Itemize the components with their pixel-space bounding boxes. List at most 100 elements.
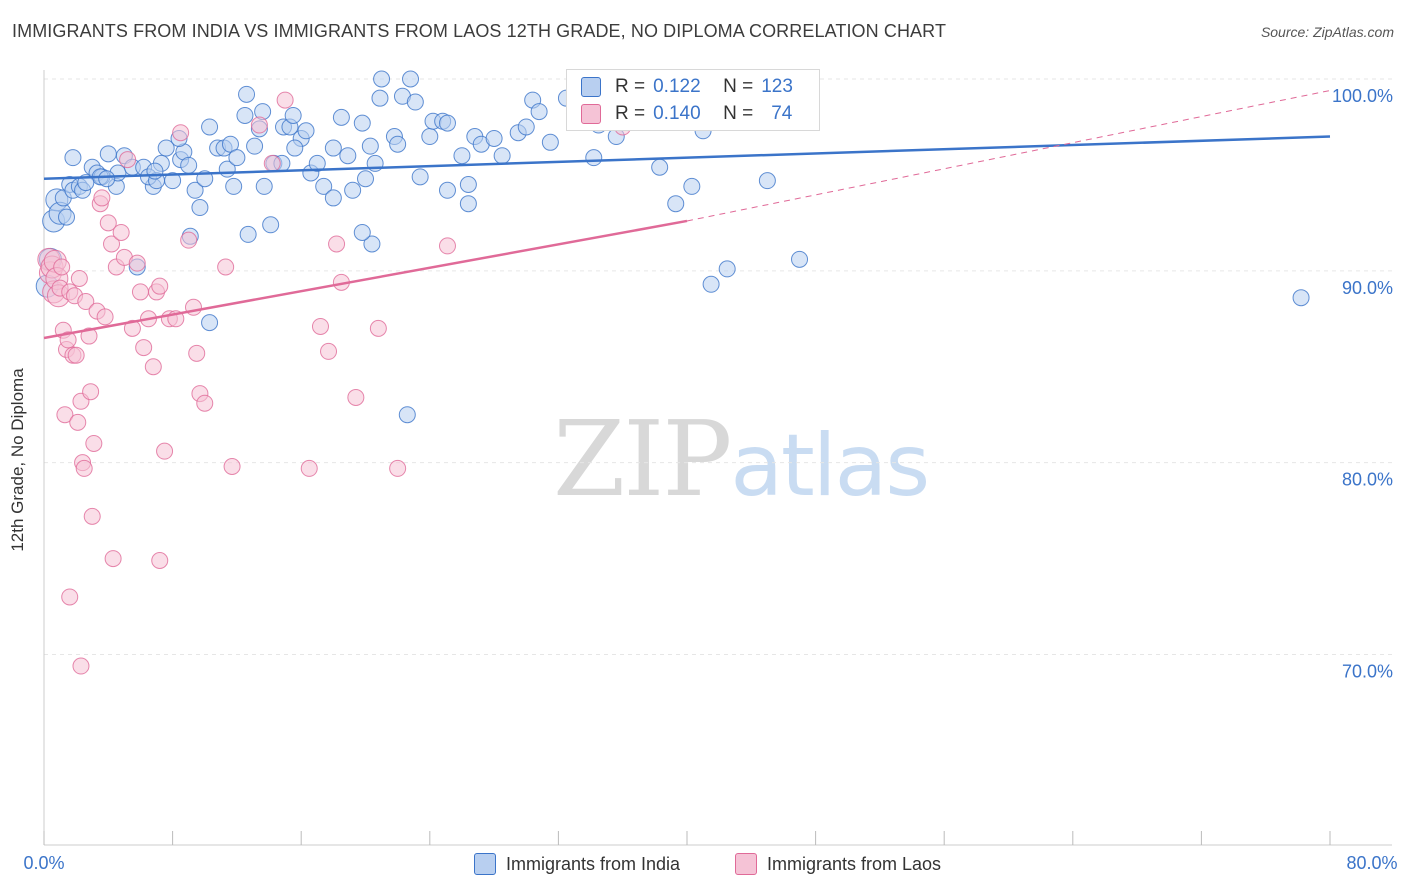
laos-point	[369, 319, 387, 337]
x-tick-label: 80.0%	[1346, 853, 1397, 873]
watermark-atlas: atlas	[730, 416, 930, 516]
laos-point	[180, 231, 198, 249]
y-tick-label: 80.0%	[1342, 470, 1393, 490]
legend-india-n-label: N =	[723, 76, 754, 97]
laos-point	[72, 657, 90, 675]
bottom-legend-swatch-india	[474, 853, 496, 875]
india-point	[339, 147, 357, 165]
india-point	[180, 156, 198, 174]
laos-point	[131, 283, 149, 301]
laos-point	[151, 552, 169, 570]
y-tick-label: 90.0%	[1342, 278, 1393, 298]
laos-point	[82, 383, 100, 401]
laos-point	[320, 342, 338, 360]
india-point	[315, 177, 333, 195]
chart-source: Source: ZipAtlas.com	[1260, 24, 1394, 40]
india-point	[459, 176, 477, 194]
legend-india-r-value: 0.122	[653, 76, 701, 97]
legend-row-india: R = 0.122 N = 123	[581, 75, 793, 99]
laos-point	[53, 258, 71, 276]
laos-point	[196, 394, 214, 412]
india-point	[667, 195, 685, 213]
india-point	[361, 137, 379, 155]
bottom-legend-label-india: Immigrants from India	[506, 853, 681, 874]
legend-laos-r-value: 0.140	[653, 103, 701, 124]
laos-point	[83, 507, 101, 525]
laos-point	[61, 588, 79, 606]
laos-point	[172, 124, 190, 142]
india-point	[164, 172, 182, 190]
india-point	[286, 139, 304, 157]
laos-point	[188, 344, 206, 362]
legend-india-r-label: R =	[615, 76, 646, 97]
laos-point	[217, 258, 235, 276]
india-point	[344, 181, 362, 199]
india-point	[438, 181, 456, 199]
laos-point	[151, 277, 169, 295]
chart-title: IMMIGRANTS FROM INDIA VS IMMIGRANTS FROM…	[12, 21, 947, 41]
india-point	[262, 216, 280, 234]
india-point	[389, 135, 407, 153]
correlation-legend: R = 0.122 N = 123 R = 0.140 N = 74	[566, 69, 820, 131]
india-point	[485, 129, 503, 147]
watermark: ZIPatlas	[553, 398, 930, 520]
legend-swatch-laos	[581, 104, 601, 124]
laos-point	[263, 154, 281, 172]
legend-swatch-india	[581, 77, 601, 97]
laos-point	[128, 254, 146, 272]
india-point	[324, 189, 342, 207]
laos-point	[135, 339, 153, 357]
bottom-legend-swatch-laos	[735, 853, 757, 875]
india-point	[332, 108, 350, 126]
y-tick-label: 70.0%	[1342, 662, 1393, 682]
india-point	[236, 106, 254, 124]
india-point	[541, 133, 559, 151]
laos-point	[112, 223, 130, 241]
laos-point	[311, 317, 329, 335]
laos-point	[59, 331, 77, 349]
y-tick-label: 100.0%	[1332, 86, 1393, 106]
india-point	[238, 85, 256, 103]
india-point	[201, 118, 219, 136]
bottom-legend-india: Immigrants from India	[474, 851, 680, 877]
laos-point	[347, 388, 365, 406]
legend-laos-r-label: R =	[615, 103, 646, 124]
india-point	[58, 208, 76, 226]
laos-point	[56, 406, 74, 424]
india-point	[421, 128, 439, 146]
india-point	[297, 122, 315, 140]
india-point	[228, 149, 246, 167]
india-point	[99, 145, 117, 163]
laos-point	[80, 327, 98, 345]
laos-point	[96, 308, 114, 326]
india-trend-line	[43, 135, 1331, 181]
x-tick-label: 0.0%	[23, 853, 64, 873]
laos-point	[223, 458, 241, 476]
india-point	[157, 139, 175, 157]
india-point	[411, 168, 429, 186]
watermark-zip: ZIP	[553, 398, 732, 520]
laos-point	[75, 459, 93, 477]
india-point	[308, 154, 326, 172]
india-point	[585, 149, 603, 167]
india-point	[398, 406, 416, 424]
laos-point	[93, 189, 111, 207]
india-point	[683, 177, 701, 195]
india-point	[98, 170, 116, 188]
india-point	[373, 70, 391, 88]
india-point	[651, 158, 669, 176]
india-point	[186, 181, 204, 199]
india-point	[239, 225, 257, 243]
bottom-legend-laos: Immigrants from Laos	[735, 851, 941, 877]
laos-point	[69, 413, 87, 431]
india-point	[353, 223, 371, 241]
india-point	[284, 106, 302, 124]
laos-point	[77, 293, 95, 311]
laos-point	[328, 235, 346, 253]
laos-point	[104, 550, 122, 568]
laos-point	[389, 459, 407, 477]
legend-laos-n-value: 74	[771, 103, 793, 124]
laos-point	[103, 235, 121, 253]
india-point	[324, 139, 342, 157]
